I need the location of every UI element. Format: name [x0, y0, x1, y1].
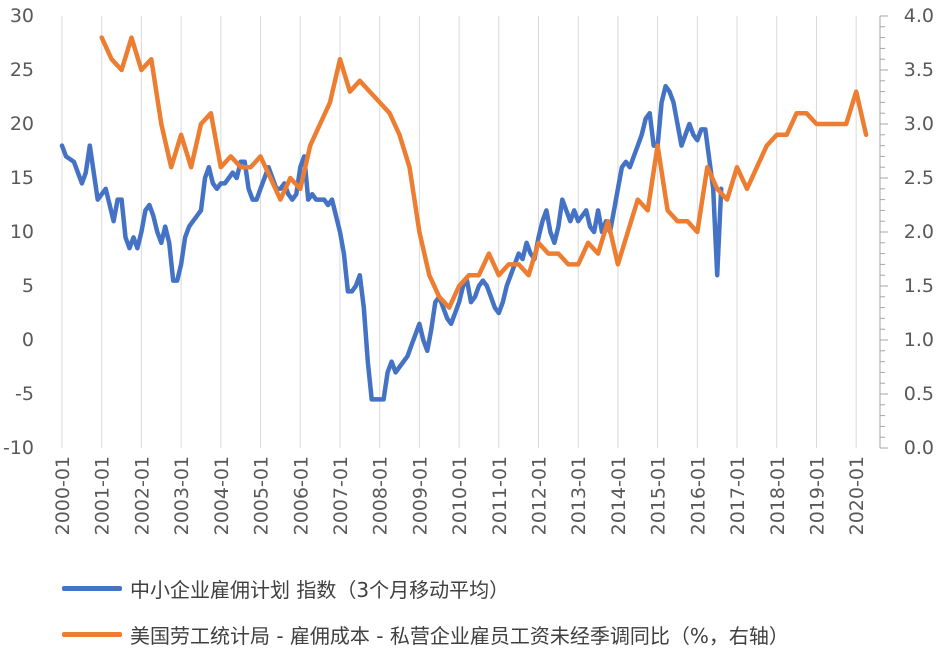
x-tick-label: 2017-01: [727, 456, 749, 535]
right-y-tick-label: 2.5: [904, 167, 934, 189]
series-lines: [59, 35, 869, 402]
x-tick-label: 2018-01: [767, 456, 789, 535]
x-tick-label: 2019-01: [806, 456, 828, 535]
x-tick-label: 2010-01: [449, 456, 471, 535]
x-tick-label: 2005-01: [251, 456, 273, 535]
x-tick-label: 2007-01: [330, 456, 352, 535]
x-tick-label: 2014-01: [608, 456, 630, 535]
x-tick-label: 2009-01: [409, 456, 431, 535]
right-y-axis: 0.0 0.5 1.0 1.5 2.0 2.5 3.0 3.5 4.0: [879, 5, 934, 459]
x-tick-label: 2006-01: [290, 456, 312, 535]
x-tick-label: 2004-01: [211, 456, 233, 535]
legend-item-bls-wage-cost: 美国劳工统计局 - 雇佣成本 - 私营企业雇员工资未经季调同比（%，右轴）: [62, 620, 789, 649]
x-tick-label: 2011-01: [489, 456, 511, 535]
right-y-tick-label: 0.5: [904, 383, 934, 405]
vertical-gridlines: [61, 16, 857, 448]
right-y-tick-label: 1.5: [904, 275, 934, 297]
legend-label-bls-wage-cost: 美国劳工统计局 - 雇佣成本 - 私营企业雇员工资未经季调同比（%，右轴）: [130, 624, 789, 648]
right-y-tick-label: 0.0: [904, 437, 934, 459]
legend-swatch-orange: [62, 632, 122, 637]
left-y-tick-label: 15: [10, 167, 34, 189]
x-tick-label: 2013-01: [568, 456, 590, 535]
x-tick-label: 2020-01: [846, 456, 868, 535]
x-tick-label: 2002-01: [131, 456, 153, 535]
left-y-tick-label: 30: [10, 5, 34, 27]
left-y-tick-label: 10: [10, 221, 34, 243]
x-tick-label: 2015-01: [648, 456, 670, 535]
right-y-tick-label: 3.5: [904, 59, 934, 81]
x-tick-label: 2008-01: [370, 456, 392, 535]
right-y-tick-label: 1.0: [904, 329, 934, 351]
x-tick-label: 2016-01: [687, 456, 709, 535]
right-y-tick-label: 4.0: [904, 5, 934, 27]
legend-item-sme-hiring-index: 中小企业雇佣计划 指数（3个月移动平均）: [62, 574, 509, 603]
left-y-tick-label: 0: [22, 329, 34, 351]
x-tick-label: 2003-01: [171, 456, 193, 535]
left-y-tick-label: -5: [15, 383, 34, 405]
x-axis-tick-labels: 2000-01 2001-01 2002-01 2003-01 2004-01 2005-…: [52, 456, 868, 535]
dual-axis-line-chart: -10 -5 0 5 10 15 20 25 30 0.0 0.5 1.0 1.5 2.0 2.5 3.0 3…: [3, 5, 934, 535]
right-y-tick-label: 3.0: [904, 113, 934, 135]
x-tick-label: 2012-01: [529, 456, 551, 535]
x-tick-label: 2001-01: [92, 456, 114, 535]
series-line-bls-wage-cost: [99, 35, 869, 310]
x-tick-label: 2000-01: [52, 456, 74, 535]
left-y-axis-tick-labels: -10 -5 0 5 10 15 20 25 30: [3, 5, 34, 459]
legend-label-sme-hiring-index: 中小企业雇佣计划 指数（3个月移动平均）: [130, 578, 510, 602]
left-y-tick-label: 25: [10, 59, 34, 81]
left-y-tick-label: -10: [3, 437, 34, 459]
left-y-tick-label: 20: [10, 113, 34, 135]
right-y-tick-label: 2.0: [904, 221, 934, 243]
legend-swatch-blue: [62, 586, 122, 591]
left-y-tick-label: 5: [22, 275, 34, 297]
